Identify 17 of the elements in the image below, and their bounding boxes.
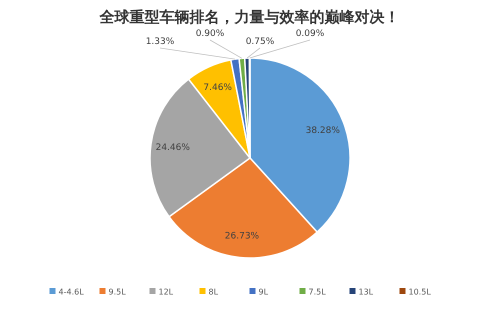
legend-label: 4-4.6L <box>58 287 84 296</box>
legend-label: 7.5L <box>308 287 326 296</box>
data-label: 0.75% <box>246 37 275 47</box>
chart-title: 全球重型车辆排名，力量与效率的巅峰对决！ <box>98 8 400 26</box>
legend-label: 9.5L <box>108 287 126 296</box>
legend-label: 13L <box>358 287 374 296</box>
data-label: 24.46% <box>156 143 190 154</box>
legend-label: 9L <box>258 287 269 296</box>
data-label: 0.90% <box>196 29 225 39</box>
data-label: 38.28% <box>306 126 340 136</box>
legend-label: 10.5L <box>408 287 432 296</box>
data-label: 1.33% <box>146 37 175 47</box>
data-label: 0.09% <box>296 29 325 39</box>
data-label: 26.73% <box>224 232 260 242</box>
data-label: 7.46% <box>203 83 232 94</box>
legend-label: 8L <box>208 287 219 296</box>
legend-label: 12L <box>158 287 174 296</box>
